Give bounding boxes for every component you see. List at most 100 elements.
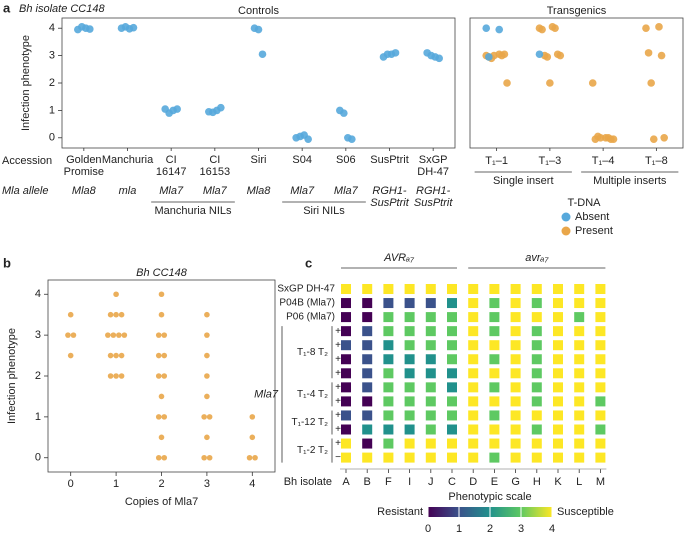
heatmap-cell	[341, 354, 351, 365]
column-label: M	[596, 476, 605, 488]
data-point	[65, 332, 71, 338]
data-point	[67, 352, 74, 359]
heatmap-cell	[553, 452, 563, 463]
row-group-label: T₁-8 T₂	[297, 347, 328, 358]
allele-label-box: RGH1-SusPtrit	[368, 185, 412, 209]
heatmap-cell	[574, 438, 585, 449]
allele-label-box: Mla7	[324, 185, 368, 197]
data-point	[588, 79, 597, 87]
data-point	[161, 373, 168, 379]
heatmap-cell	[468, 298, 479, 309]
column-label: C	[448, 476, 456, 488]
column-label: J	[428, 476, 434, 488]
colorbar-tick-label: 3	[518, 523, 524, 535]
heatmap-cell	[553, 326, 563, 337]
data-point	[161, 414, 168, 420]
category-label-box: SusPtrit	[368, 154, 412, 166]
heatmap-cell	[425, 410, 436, 421]
category-label: S04	[292, 154, 312, 166]
data-point	[348, 135, 356, 143]
outer-group-label: Mla7	[254, 388, 279, 400]
data-point	[105, 332, 111, 338]
heatmap-cell	[510, 424, 521, 435]
heatmap-cell	[425, 340, 436, 351]
heatmap-cell	[383, 410, 394, 421]
heatmap-cell	[341, 410, 351, 421]
data-point	[204, 332, 210, 338]
data-point	[482, 24, 491, 33]
heatmap-cell	[383, 368, 394, 379]
heatmap-cell	[531, 382, 542, 393]
data-point	[161, 454, 168, 461]
data-point	[217, 103, 225, 112]
heatmap-cell	[425, 438, 436, 449]
data-point	[649, 135, 658, 143]
heatmap-cell	[468, 396, 479, 407]
heatmap-cell	[341, 368, 351, 379]
heatmap-cell	[468, 354, 479, 365]
heatmap-cell	[531, 354, 542, 365]
heatmap-cell	[404, 438, 415, 449]
allele-label-box: RGH1-SusPtrit	[411, 185, 455, 209]
data-point	[118, 352, 125, 359]
heatmap-cell	[425, 298, 436, 309]
heatmap-cell	[425, 396, 436, 407]
data-point	[113, 291, 119, 298]
colorbar-tick-label: 0	[425, 523, 431, 535]
heatmap-cell	[574, 382, 585, 393]
data-point	[158, 434, 165, 441]
heatmap-cell	[362, 326, 373, 337]
heatmap-cell	[510, 326, 521, 337]
data-point	[206, 414, 213, 420]
data-point	[121, 332, 128, 338]
category-label-box: S06	[324, 154, 368, 166]
data-point	[596, 133, 605, 142]
column-label: E	[491, 476, 498, 488]
data-point	[657, 51, 666, 60]
heatmap-cell	[595, 354, 606, 365]
heatmap-cell	[531, 298, 542, 309]
category-label: T₁–8	[645, 155, 668, 167]
data-point	[246, 454, 253, 461]
heatmap-cell	[531, 326, 542, 337]
column-label: G	[511, 476, 520, 488]
allele-label: Mla7	[290, 185, 315, 197]
heatmap-cell	[531, 284, 542, 294]
row-sign: +	[335, 396, 341, 407]
heatmap-cell	[425, 312, 436, 323]
heatmap-cell	[595, 312, 606, 323]
data-point	[129, 23, 138, 32]
group-label: Multiple inserts	[593, 175, 667, 187]
data-point	[546, 79, 554, 87]
panel-label: c	[305, 255, 312, 270]
heatmap-cell	[447, 354, 457, 365]
column-group-label: avrₐ₇	[525, 252, 549, 264]
data-point	[495, 25, 504, 34]
plot-title: Controls	[238, 5, 279, 17]
heatmap-cell	[510, 368, 521, 379]
heatmap-cell	[553, 340, 563, 351]
x-tick-label: 0	[68, 478, 74, 490]
data-point	[655, 23, 663, 31]
heatmap-cell	[404, 354, 415, 365]
heatmap-cell	[553, 382, 563, 393]
data-point	[107, 311, 114, 318]
heatmap-cell	[447, 368, 457, 379]
heatmap-cell	[447, 284, 457, 294]
category-label: T₁–4	[592, 155, 615, 167]
heatmap-cell	[425, 382, 436, 393]
row-sign: +	[335, 354, 341, 365]
heatmap-cell	[425, 326, 436, 337]
heatmap-cell	[510, 438, 521, 449]
y-axis-label: Infection phenotype	[6, 328, 18, 424]
heatmap-cell	[425, 452, 436, 463]
heatmap-cell	[574, 312, 585, 323]
row-label: P04B (Mla7)	[279, 298, 335, 309]
heatmap-cell	[595, 396, 606, 407]
heatmap-cell	[489, 410, 500, 421]
heatmap-cell	[553, 410, 563, 421]
heatmap-cell	[468, 382, 479, 393]
data-point	[173, 105, 181, 113]
data-point	[254, 25, 263, 34]
